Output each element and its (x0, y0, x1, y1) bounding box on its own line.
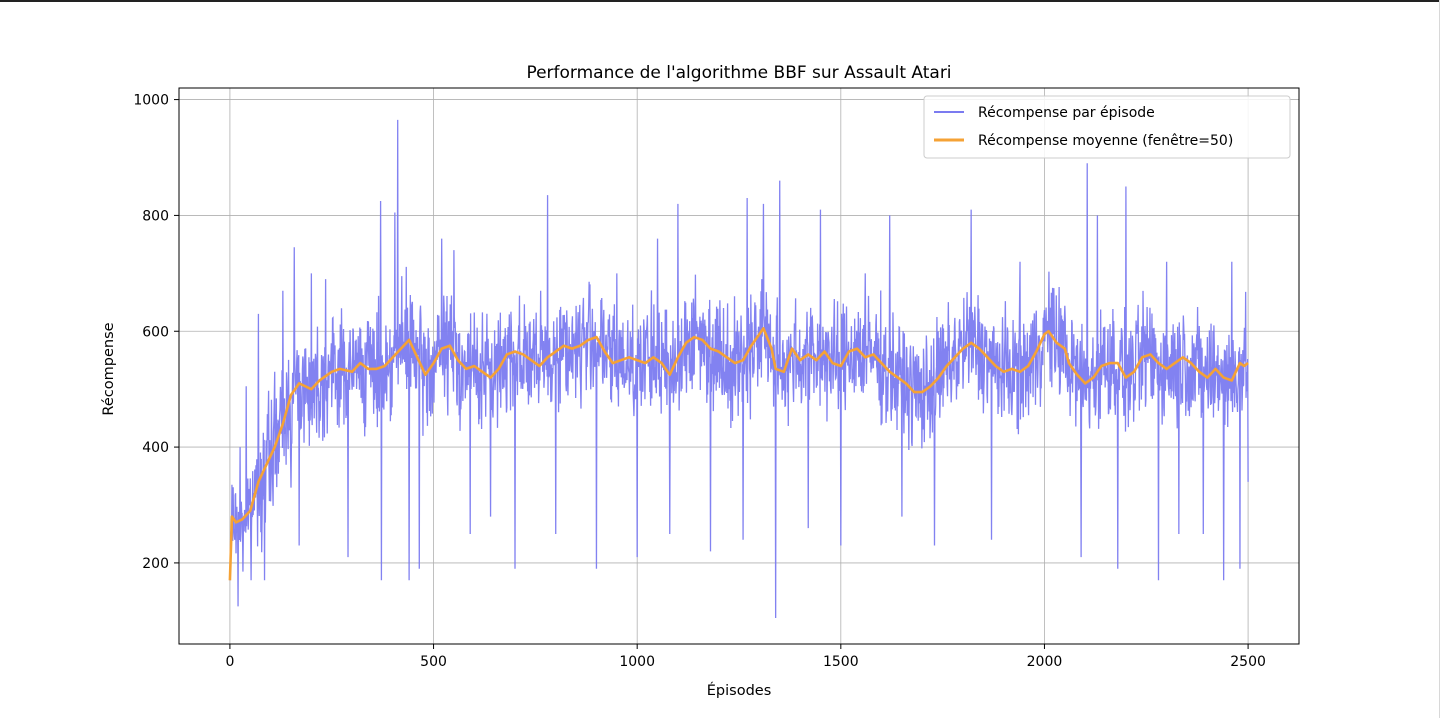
window-top-border (0, 0, 1440, 2)
episode-reward-line (229, 119, 1249, 618)
x-tick-label: 1500 (823, 654, 859, 670)
moving-average-line (228, 327, 1249, 581)
y-tick-label: 200 (142, 556, 169, 572)
y-tick-label: 800 (142, 208, 169, 224)
y-tick-label: 600 (142, 324, 169, 340)
legend-box (923, 95, 1291, 159)
x-tick-label: 2000 (1027, 654, 1063, 670)
chart-title: Performance de l'algorithme BBF sur Assa… (526, 63, 951, 83)
x-tick-label: 500 (420, 654, 447, 670)
y-tick-label: 400 (142, 440, 169, 456)
legend: Récompense par épisode Récompense moyenn… (923, 95, 1291, 159)
y-axis-label: Récompense (101, 322, 117, 415)
x-tick-label: 2500 (1230, 654, 1266, 670)
y-tick-label: 1000 (133, 93, 169, 109)
x-axis-label: Épisodes (707, 682, 772, 699)
x-tick-label: 1000 (619, 654, 655, 670)
plot-frame (178, 87, 1300, 645)
axis-ticks: 0 500 1000 1500 2000 2500 200 400 600 800 1000 (133, 93, 1266, 670)
x-tick-label: 0 (225, 654, 234, 670)
series-episode-reward (229, 119, 1249, 618)
legend-label-average: Récompense moyenne (fenêtre=50) (978, 133, 1233, 149)
legend-label-episode: Récompense par épisode (978, 105, 1155, 121)
series-moving-average (228, 327, 1249, 581)
